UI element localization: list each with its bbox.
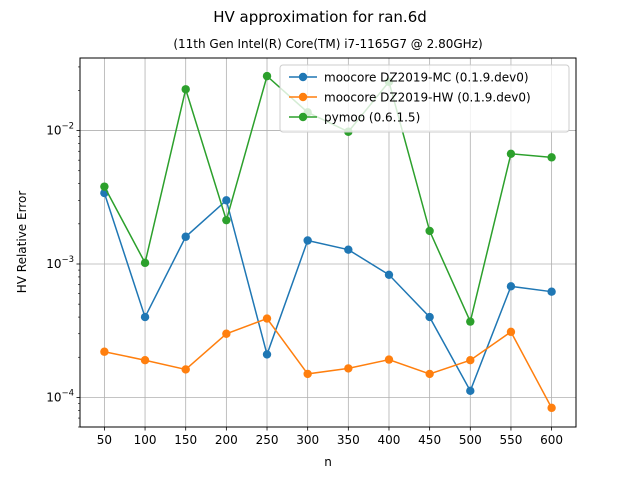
- x-tick-label: 600: [540, 433, 563, 447]
- series-line: [104, 317, 553, 409]
- y-axis-ticks: 10−4 10−3 10−2: [46, 66, 80, 428]
- data-point: [384, 270, 394, 279]
- legend-marker: [298, 92, 308, 102]
- data-point: [506, 282, 516, 291]
- data-point: [506, 149, 516, 158]
- data-point: [100, 182, 109, 191]
- chart-subtitle: (11th Gen Intel(R) Core(TM) i7-1165G7 @ …: [173, 37, 482, 51]
- x-tick-label: 150: [174, 433, 197, 447]
- data-point: [547, 287, 556, 296]
- x-tick-label: 450: [418, 433, 441, 447]
- data-point: [100, 347, 109, 356]
- data-point: [425, 226, 434, 236]
- x-tick-label: 200: [215, 433, 238, 447]
- plot-frame: [79, 57, 577, 428]
- data-point: [303, 236, 312, 245]
- data-point: [344, 245, 353, 254]
- x-tick-label: 350: [337, 433, 360, 447]
- series-1: [100, 188, 556, 396]
- data-point: [425, 312, 434, 322]
- x-tick-label: 50: [97, 433, 112, 447]
- y-tick-label: 10−3: [46, 255, 74, 271]
- x-tick-label: 550: [499, 433, 522, 447]
- data-point: [547, 403, 556, 413]
- x-tick-label: 400: [378, 433, 401, 447]
- legend: moocore DZ2019-MC (0.1.9.dev0) moocore DZ…: [279, 64, 570, 133]
- legend-label: moocore DZ2019-HW (0.1.9.dev0): [324, 91, 531, 105]
- data-point: [262, 350, 272, 359]
- data-point: [303, 369, 312, 379]
- x-tick-label: 300: [296, 433, 319, 447]
- data-point: [547, 153, 556, 162]
- series-line: [103, 192, 552, 393]
- legend-item: pymoo (0.6.1.5): [289, 111, 420, 125]
- x-axis-ticks: 50 100 150 200 250 300 350 400 450 500 550 600: [97, 427, 563, 447]
- data-point: [140, 312, 150, 322]
- x-tick-label: 100: [134, 433, 157, 447]
- data-point: [262, 71, 272, 81]
- data-point: [466, 356, 475, 365]
- data-point: [222, 329, 231, 338]
- legend-marker: [298, 72, 308, 82]
- y-tick-label: 10−2: [46, 122, 74, 138]
- data-point: [222, 196, 231, 205]
- data-point: [222, 215, 231, 225]
- legend-item: moocore DZ2019-HW (0.1.9.dev0): [289, 91, 531, 105]
- data-point: [425, 369, 434, 379]
- legend-box: [279, 64, 570, 133]
- data-point: [140, 356, 150, 365]
- legend-item: moocore DZ2019-MC (0.1.9.dev0): [289, 71, 529, 85]
- data-point: [181, 365, 190, 374]
- data-point: [466, 386, 475, 396]
- legend-marker: [298, 112, 308, 122]
- legend-label: moocore DZ2019-MC (0.1.9.dev0): [324, 71, 529, 85]
- series-2: [100, 314, 556, 413]
- data-point: [344, 364, 353, 373]
- data-point: [181, 85, 190, 94]
- chart-title: HV approximation for ran.6d: [213, 8, 427, 26]
- data-point: [140, 258, 150, 268]
- y-tick-label: 10−4: [46, 388, 74, 404]
- data-point: [506, 327, 516, 337]
- data-point: [466, 317, 475, 326]
- data-point: [262, 314, 272, 323]
- x-axis-label: n: [324, 455, 332, 469]
- x-tick-label: 500: [459, 433, 482, 447]
- x-tick-label: 250: [256, 433, 279, 447]
- y-axis-label: HV Relative Error: [15, 191, 29, 294]
- data-point: [181, 232, 190, 241]
- legend-label: pymoo (0.6.1.5): [324, 111, 420, 125]
- data-point: [384, 355, 394, 364]
